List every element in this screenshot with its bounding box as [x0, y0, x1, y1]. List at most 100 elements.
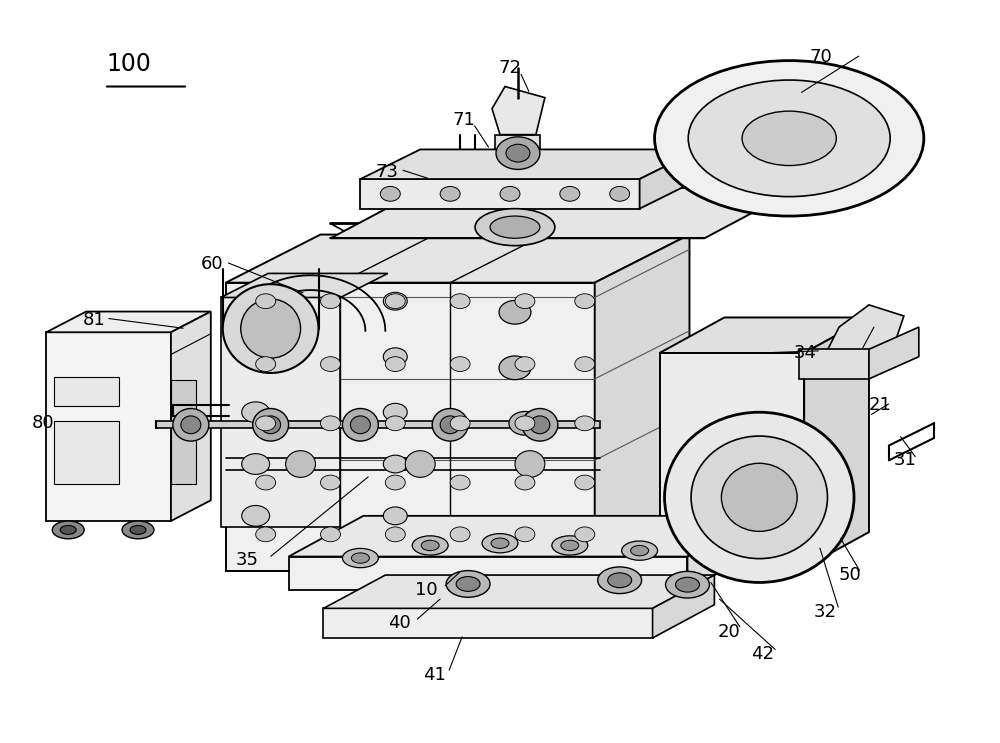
Polygon shape: [660, 317, 869, 353]
Ellipse shape: [631, 545, 649, 556]
Ellipse shape: [446, 571, 490, 597]
Ellipse shape: [561, 540, 579, 551]
Polygon shape: [226, 235, 689, 282]
Ellipse shape: [412, 536, 448, 555]
Polygon shape: [492, 86, 545, 134]
Ellipse shape: [560, 186, 580, 201]
Ellipse shape: [496, 137, 540, 169]
Polygon shape: [171, 311, 211, 521]
Ellipse shape: [450, 475, 470, 490]
Ellipse shape: [383, 403, 407, 421]
Text: 40: 40: [388, 614, 411, 632]
Ellipse shape: [676, 577, 699, 592]
Ellipse shape: [515, 475, 535, 490]
Text: 31: 31: [894, 451, 917, 470]
Ellipse shape: [320, 357, 340, 372]
Ellipse shape: [342, 548, 378, 568]
Ellipse shape: [342, 409, 378, 441]
Polygon shape: [640, 172, 699, 201]
Ellipse shape: [173, 409, 209, 441]
Ellipse shape: [256, 293, 276, 308]
Polygon shape: [360, 149, 699, 179]
Ellipse shape: [475, 209, 555, 246]
Ellipse shape: [499, 356, 531, 380]
Polygon shape: [653, 575, 714, 638]
Text: 72: 72: [498, 59, 521, 77]
Ellipse shape: [241, 299, 301, 358]
Text: 50: 50: [839, 566, 862, 584]
Polygon shape: [46, 311, 211, 332]
Ellipse shape: [610, 186, 630, 201]
Ellipse shape: [509, 412, 541, 435]
Polygon shape: [289, 557, 687, 590]
Bar: [54, 421, 119, 484]
Text: 35: 35: [236, 551, 259, 569]
Polygon shape: [869, 327, 919, 379]
Ellipse shape: [380, 186, 400, 201]
Ellipse shape: [350, 416, 370, 434]
Ellipse shape: [122, 521, 154, 539]
Polygon shape: [687, 516, 762, 590]
Polygon shape: [323, 575, 714, 609]
Ellipse shape: [506, 144, 530, 162]
Ellipse shape: [575, 475, 595, 490]
Text: 100: 100: [106, 52, 151, 77]
Ellipse shape: [575, 357, 595, 372]
Ellipse shape: [286, 451, 316, 477]
Ellipse shape: [253, 409, 289, 441]
Ellipse shape: [181, 416, 201, 434]
Ellipse shape: [482, 533, 518, 553]
Ellipse shape: [320, 293, 340, 308]
Text: 73: 73: [375, 163, 398, 181]
Ellipse shape: [256, 475, 276, 490]
Ellipse shape: [385, 527, 405, 542]
Polygon shape: [640, 149, 699, 209]
Polygon shape: [221, 297, 340, 527]
Ellipse shape: [223, 284, 319, 373]
Ellipse shape: [261, 416, 281, 434]
Ellipse shape: [242, 346, 270, 367]
Ellipse shape: [500, 186, 520, 201]
Ellipse shape: [742, 111, 836, 166]
Ellipse shape: [383, 292, 407, 310]
Ellipse shape: [450, 416, 470, 431]
Ellipse shape: [385, 293, 405, 308]
Polygon shape: [799, 349, 869, 379]
Ellipse shape: [242, 402, 270, 423]
Polygon shape: [226, 282, 595, 571]
Text: 41: 41: [423, 666, 446, 684]
Ellipse shape: [456, 577, 480, 591]
Ellipse shape: [383, 507, 407, 525]
Ellipse shape: [60, 525, 76, 534]
Ellipse shape: [515, 416, 535, 431]
Polygon shape: [156, 421, 600, 429]
Ellipse shape: [450, 357, 470, 372]
Polygon shape: [330, 188, 799, 239]
Text: 42: 42: [751, 645, 774, 663]
Ellipse shape: [515, 451, 545, 477]
Ellipse shape: [385, 475, 405, 490]
Text: 71: 71: [452, 111, 475, 129]
Ellipse shape: [608, 573, 632, 588]
Ellipse shape: [499, 300, 531, 324]
Ellipse shape: [256, 416, 276, 431]
Bar: [54, 377, 119, 406]
Polygon shape: [360, 179, 640, 209]
Ellipse shape: [320, 475, 340, 490]
Ellipse shape: [490, 216, 540, 239]
Ellipse shape: [575, 293, 595, 308]
Polygon shape: [221, 273, 388, 297]
Ellipse shape: [242, 505, 270, 526]
Ellipse shape: [383, 348, 407, 366]
Ellipse shape: [256, 357, 276, 372]
Ellipse shape: [385, 416, 405, 431]
Ellipse shape: [530, 416, 550, 434]
Bar: [171, 380, 196, 484]
Ellipse shape: [440, 186, 460, 201]
Ellipse shape: [383, 455, 407, 473]
Polygon shape: [824, 305, 904, 372]
Ellipse shape: [622, 541, 658, 560]
Ellipse shape: [242, 454, 270, 474]
Ellipse shape: [655, 61, 924, 216]
Text: 10: 10: [415, 581, 438, 599]
